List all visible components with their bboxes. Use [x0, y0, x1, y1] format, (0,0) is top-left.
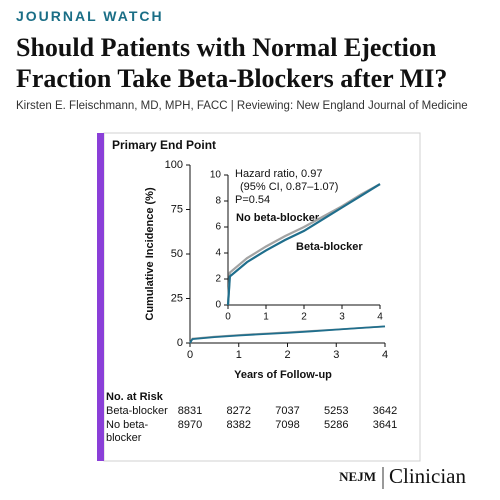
series-line: [189, 325, 386, 344]
x-tick-label: 3: [333, 349, 339, 361]
x-tick-label: 0: [225, 312, 231, 323]
annotation: P=0.54: [235, 194, 270, 206]
x-tick-label: 4: [382, 349, 388, 361]
series-label: No beta-blocker: [236, 212, 320, 224]
chart-title: Primary End Point: [112, 138, 216, 152]
headline: Should Patients with Normal Ejection Fra…: [16, 33, 448, 93]
x-tick-label: 1: [263, 312, 269, 323]
x-tick-label: 2: [284, 349, 290, 361]
risk-value: 7098: [275, 419, 299, 431]
annotation: Hazard ratio, 0.97: [235, 168, 322, 180]
risk-value: 3642: [373, 405, 397, 417]
risk-value: 8272: [227, 405, 251, 417]
risk-value: 5253: [324, 405, 348, 417]
accent-bar: [97, 133, 104, 461]
x-tick-label: 3: [339, 312, 345, 323]
y-tick-label: 50: [171, 248, 183, 260]
y-tick-label: 8: [215, 196, 221, 207]
x-tick-label: 4: [377, 312, 383, 323]
brand: NEJM: [339, 469, 376, 484]
risk-row-label: Beta-blocker: [106, 405, 168, 417]
y-tick-label: 6: [215, 222, 221, 233]
risk-value: 8831: [178, 405, 202, 417]
risk-value: 7037: [275, 405, 299, 417]
y-axis-label: Cumulative Incidence (%): [144, 187, 156, 321]
x-tick-label: 0: [187, 349, 193, 361]
x-axis-label: Years of Follow-up: [234, 369, 332, 381]
series-line: [226, 183, 381, 306]
byline: Kirsten E. Fleischmann, MD, MPH, FACC | …: [16, 100, 468, 112]
risk-table-title: No. at Risk: [106, 391, 164, 403]
risk-value: 8382: [227, 419, 251, 431]
y-tick-label: 25: [171, 292, 183, 304]
y-tick-label: 10: [210, 170, 222, 181]
y-tick-label: 0: [215, 300, 221, 311]
risk-value: 3641: [373, 419, 397, 431]
risk-value: 8970: [178, 419, 202, 431]
y-tick-label: 4: [215, 248, 221, 259]
risk-row-label: No beta-blocker: [106, 419, 149, 444]
product: Clinician: [389, 464, 466, 488]
x-tick-label: 2: [301, 312, 307, 323]
annotation: (95% CI, 0.87–1.07): [240, 181, 338, 193]
y-tick-label: 75: [171, 203, 183, 215]
series-label: Beta-blocker: [296, 241, 363, 253]
y-tick-label: 0: [177, 337, 183, 349]
y-tick-label: 2: [215, 274, 221, 285]
y-tick-label: 100: [165, 159, 183, 171]
x-tick-label: 1: [236, 349, 242, 361]
kicker: JOURNAL WATCH: [16, 8, 164, 24]
series-line: [226, 183, 381, 306]
risk-value: 5286: [324, 419, 348, 431]
